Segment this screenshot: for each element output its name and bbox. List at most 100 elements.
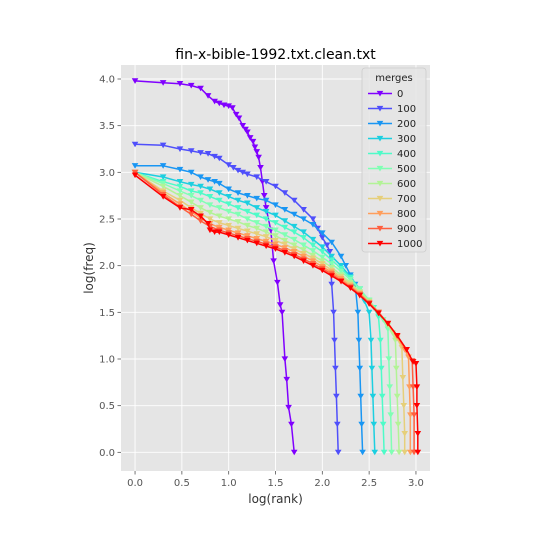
data-point [300, 247, 307, 253]
data-point [176, 166, 184, 173]
data-point [395, 449, 403, 456]
data-point [337, 253, 345, 260]
data-point [400, 403, 408, 409]
legend-label: 0 [397, 89, 403, 100]
data-point [414, 431, 422, 437]
data-point [290, 242, 298, 249]
data-point [365, 301, 373, 307]
data-point [328, 261, 335, 267]
data-point [229, 105, 236, 111]
legend-label: 700 [397, 194, 416, 205]
data-point [204, 221, 212, 227]
data-point [377, 337, 384, 344]
data-point [244, 222, 251, 229]
legend-label: 100 [397, 104, 416, 115]
data-point [319, 244, 326, 250]
legend-label: 200 [397, 119, 416, 130]
data-point [283, 376, 291, 383]
data-point [380, 449, 388, 456]
data-point [281, 237, 289, 244]
x-tick-label: 3.0 [408, 478, 424, 489]
data-point [253, 149, 261, 155]
y-tick-label: 3.5 [99, 121, 115, 132]
data-point [244, 216, 251, 222]
data-point [255, 154, 262, 161]
data-point [262, 229, 270, 236]
series-400 [131, 169, 388, 456]
data-point [290, 223, 298, 230]
data-point [409, 359, 417, 365]
legend-label: 1000 [397, 239, 422, 250]
data-point [378, 393, 386, 400]
data-point [197, 174, 204, 180]
data-point [253, 174, 261, 180]
data-point [347, 285, 354, 292]
data-point [281, 218, 289, 224]
data-point [176, 183, 184, 190]
data-point [262, 243, 270, 250]
data-point [225, 193, 232, 200]
legend-marker [376, 165, 384, 172]
data-point [300, 207, 307, 213]
data-point [216, 100, 223, 107]
data-point [413, 403, 421, 409]
data-point [216, 213, 223, 220]
data-point [328, 273, 335, 279]
data-point [278, 309, 286, 316]
data-point [159, 174, 167, 180]
data-point [309, 216, 317, 222]
data-point [281, 207, 289, 213]
data-point [197, 190, 204, 196]
data-point [272, 202, 279, 208]
x-tick-label: 2.5 [361, 478, 377, 489]
data-point [246, 135, 254, 141]
data-point [225, 222, 232, 229]
data-point [414, 449, 422, 456]
data-point [187, 193, 195, 199]
data-point [225, 201, 232, 208]
data-point [300, 235, 307, 241]
data-point [290, 211, 298, 218]
data-point [285, 404, 292, 411]
data-point [386, 384, 394, 390]
data-point [393, 393, 401, 400]
x-tick-label: 1.5 [268, 478, 284, 489]
data-point [159, 183, 167, 190]
data-point [270, 258, 277, 264]
y-axis-label: log(freq) [82, 242, 96, 294]
data-point [187, 169, 195, 176]
data-point [159, 142, 167, 149]
data-point [328, 253, 335, 260]
data-point [309, 221, 317, 228]
data-point [251, 144, 259, 151]
data-point [239, 123, 247, 129]
data-point [234, 235, 242, 241]
data-point [393, 333, 401, 339]
data-point [253, 195, 261, 202]
data-point [206, 186, 214, 193]
legend-label: 300 [397, 134, 416, 145]
data-point [365, 309, 373, 316]
data-point [281, 356, 289, 362]
data-point [235, 115, 243, 122]
data-point [197, 197, 204, 204]
data-point [176, 205, 184, 211]
data-point [401, 431, 409, 437]
data-point [371, 449, 379, 456]
legend-marker [376, 180, 384, 187]
data-point [230, 165, 237, 171]
data-point [225, 232, 232, 238]
data-point [216, 229, 223, 236]
data-point [319, 254, 326, 261]
y-tick-label: 2.5 [99, 215, 115, 226]
data-point [355, 337, 363, 344]
data-point [197, 213, 204, 220]
data-point [262, 197, 270, 204]
legend-label: 900 [397, 224, 416, 235]
legend-label: 600 [397, 179, 416, 190]
data-point [309, 248, 317, 254]
data-point [216, 220, 223, 226]
data-point [356, 292, 364, 299]
data-point [281, 232, 289, 238]
